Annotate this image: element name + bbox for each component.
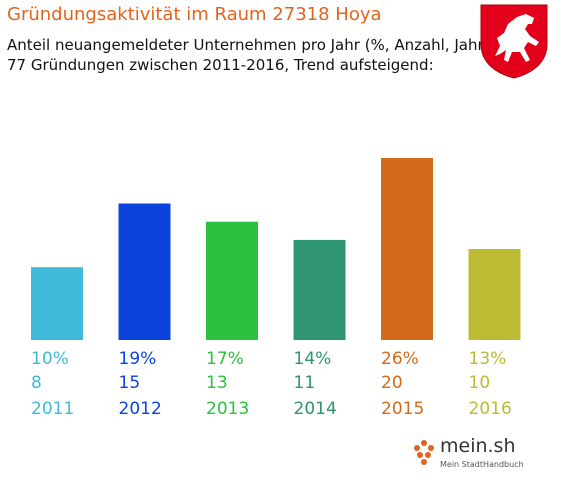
bar-2016 (468, 249, 521, 340)
chart-subtitle: Anteil neuangemeldeter Unternehmen pro J… (7, 36, 490, 54)
year-label-2016: 2016 (469, 399, 512, 419)
percent-label-2012: 19% (119, 349, 157, 369)
year-label-2015: 2015 (381, 399, 424, 419)
percent-label-2016: 13% (469, 349, 507, 369)
logo-text: mein.sh (440, 435, 516, 457)
chart-title: Gründungsaktivität im Raum 27318 Hoya (7, 4, 382, 25)
bar-2014 (293, 239, 346, 340)
lower-saxony-horse-emblem-icon (480, 4, 548, 79)
logo-tagline: Mein StadtHandbuch (440, 460, 524, 469)
year-label-2014: 2014 (294, 399, 337, 419)
count-label-2012: 15 (119, 373, 141, 393)
map-pin-dots-icon (414, 440, 434, 465)
count-label-2013: 13 (206, 373, 228, 393)
bar-2013 (206, 221, 258, 340)
year-label-2011: 2011 (31, 399, 74, 419)
percent-label-2011: 10% (31, 349, 69, 369)
percent-label-2014: 14% (294, 349, 332, 369)
chart-summary: 77 Gründungen zwischen 2011-2016, Trend … (7, 56, 434, 74)
count-label-2011: 8 (31, 373, 42, 393)
bar-2011 (31, 267, 83, 340)
site-logo[interactable]: mein.sh Mein StadtHandbuch (410, 433, 530, 475)
year-label-2013: 2013 (206, 399, 249, 419)
count-label-2015: 20 (381, 373, 403, 393)
percent-label-2015: 26% (381, 349, 419, 369)
bar-2012 (118, 203, 171, 340)
count-label-2016: 10 (469, 373, 491, 393)
bar-2015 (381, 158, 433, 340)
percent-label-2013: 17% (206, 349, 244, 369)
year-label-2012: 2012 (119, 399, 162, 419)
count-label-2014: 11 (294, 373, 316, 393)
